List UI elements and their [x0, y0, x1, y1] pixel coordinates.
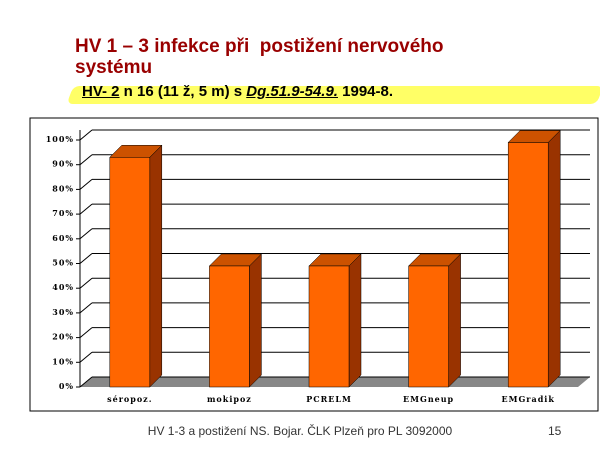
- y-tick-label: 100%: [46, 134, 74, 144]
- bar: [507, 142, 549, 388]
- y-tick-label: 60%: [52, 233, 74, 243]
- grid-line: [79, 203, 93, 215]
- grid-line: [79, 253, 93, 264]
- y-tick-label: 30%: [52, 307, 74, 317]
- bar-side: [348, 253, 362, 388]
- grid-line: [79, 376, 93, 388]
- bar: [209, 265, 250, 388]
- grid-line: [79, 179, 93, 190]
- grid-line: [79, 327, 93, 338]
- y-tick-label: 80%: [52, 183, 74, 193]
- x-tick-label: EMGradik: [502, 394, 555, 404]
- bar: [408, 265, 449, 388]
- title-line: systému: [75, 57, 153, 78]
- grid-line: [79, 129, 93, 141]
- bar-side: [249, 253, 262, 388]
- y-tick-label: 10%: [52, 356, 74, 366]
- footer: HV 1-3 a postižení NS. Bojar. ČLK Plzeň …: [147, 424, 453, 438]
- grid-line: [79, 228, 93, 240]
- page-number: 15: [548, 424, 562, 438]
- y-tick-label: 40%: [52, 282, 74, 292]
- y-tick-label: 90%: [52, 159, 74, 169]
- bar: [109, 157, 151, 388]
- grid-line: [79, 154, 93, 166]
- subtitle-part: n 16 (11 ž, 5 m) s: [119, 83, 247, 100]
- bar-side: [149, 144, 163, 388]
- grid-line: [79, 351, 93, 363]
- x-tick-label: EMGneup: [403, 394, 454, 404]
- y-tick-label: 0%: [59, 381, 74, 391]
- subtitle: HV- 2 n 16 (11 ž, 5 m) s Dg.51.9-54.9. 1…: [82, 83, 393, 100]
- x-tick-label: séropoz.: [107, 394, 152, 404]
- bar-side: [547, 129, 561, 388]
- subtitle-part: Dg.51.9-54.9.: [246, 83, 338, 100]
- slide-title: HV 1 – 3 infekce při postižení nervového…: [75, 36, 444, 78]
- y-tick-label: 50%: [52, 258, 74, 268]
- x-tick-label: mokipoz: [207, 394, 252, 404]
- y-tick-label: 20%: [52, 332, 74, 342]
- subtitle-part: HV- 2: [82, 83, 120, 100]
- subtitle-part: 1994-8.: [337, 83, 394, 100]
- title-line: HV 1 – 3 infekce při postižení nervového: [75, 36, 444, 57]
- bar-side: [448, 253, 461, 388]
- x-tick-label: PCRELM: [306, 394, 352, 404]
- grid-line: [79, 302, 93, 314]
- y-tick-label: 70%: [52, 208, 74, 218]
- bar: [308, 265, 350, 388]
- grid-line: [79, 277, 93, 289]
